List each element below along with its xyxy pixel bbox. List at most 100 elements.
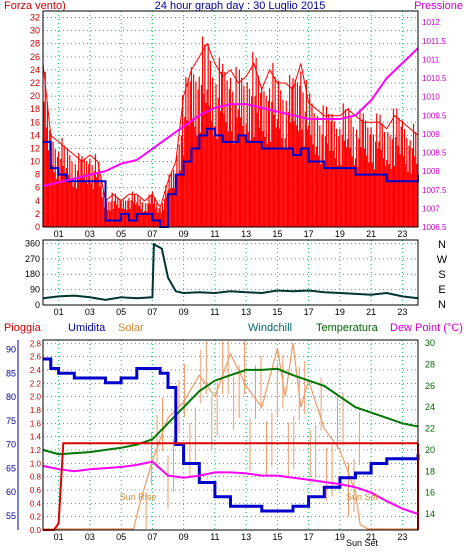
rain-ytick-0.8: 0.8	[30, 473, 42, 482]
pressure-axis-title: Pressione	[414, 0, 463, 12]
series-humidity	[43, 357, 420, 513]
series-gust	[42, 36, 418, 227]
rain-ytick-1.8: 1.8	[30, 406, 42, 415]
wind-xtick-09: 09	[179, 229, 189, 239]
rain-ytick-2: 2.0	[30, 393, 42, 402]
legend-label-4: Temperatura	[316, 322, 379, 334]
temp-ytick-22: 22	[425, 424, 435, 434]
temp-ytick-14: 14	[425, 509, 435, 519]
humidity-ytick-60: 60	[6, 487, 16, 497]
weather-xtick-07: 07	[147, 532, 157, 542]
series-wind	[43, 127, 419, 228]
direction-xtick-05: 05	[116, 307, 126, 317]
temp-ytick-20: 20	[425, 445, 435, 455]
series-pressure	[42, 47, 419, 187]
wind-ytick-22: 22	[30, 78, 40, 88]
rain-ytick-1.6: 1.6	[30, 419, 42, 428]
rain-ytick-1.2: 1.2	[30, 446, 42, 455]
direction-ytick-360: 360	[25, 238, 40, 248]
rain-ytick-2.8: 2.8	[30, 339, 42, 348]
wind-xtick-01: 01	[54, 229, 64, 239]
direction-xtick-01: 01	[54, 307, 64, 317]
rain-ytick-1.4: 1.4	[30, 433, 42, 442]
pressure-ytick-1008.5: 1008.5	[422, 149, 447, 158]
pressure-ytick-1007: 1007	[422, 204, 440, 213]
weather-xtick-09: 09	[179, 532, 189, 542]
weather-xtick-11: 11	[210, 532, 219, 542]
direction-ytick-0: 0	[35, 300, 40, 310]
wind-xtick-03: 03	[85, 229, 95, 239]
temp-ytick-30: 30	[425, 338, 435, 348]
wind-xtick-05: 05	[116, 229, 126, 239]
direction-ytick-90: 90	[30, 285, 40, 295]
series-solar	[43, 343, 418, 530]
pressure-ytick-1010: 1010	[422, 93, 440, 102]
pressure-ytick-1011: 1011	[422, 55, 440, 64]
weather-xtick-03: 03	[85, 532, 95, 542]
wind-ytick-8: 8	[35, 170, 40, 180]
direction-label-0: N	[438, 239, 446, 251]
wind-ytick-4: 4	[35, 196, 40, 206]
humidity-ytick-70: 70	[6, 440, 16, 450]
direction-xtick-07: 07	[147, 307, 157, 317]
pressure-ytick-1006.5: 1006.5	[422, 223, 447, 232]
weather-xtick-05: 05	[116, 532, 126, 542]
wind-ytick-32: 32	[30, 13, 40, 23]
wind-xtick-21: 21	[366, 229, 376, 239]
pressure-ytick-1010.5: 1010.5	[422, 74, 447, 83]
humidity-ytick-75: 75	[6, 416, 16, 426]
rain-ytick-2.2: 2.2	[30, 379, 42, 388]
pressure-ytick-1009: 1009	[422, 130, 440, 139]
temp-ytick-18: 18	[425, 466, 435, 476]
wind-xtick-07: 07	[147, 229, 157, 239]
temp-ytick-28: 28	[425, 360, 435, 370]
weather-xtick-23: 23	[397, 532, 407, 542]
wind-ytick-2: 2	[35, 209, 40, 219]
temp-ytick-24: 24	[425, 402, 435, 412]
wind-xtick-23: 23	[397, 229, 407, 239]
series-temperature	[42, 367, 419, 456]
rain-ytick-0.4: 0.4	[30, 499, 42, 508]
rain-ytick-0: 0.0	[30, 526, 42, 535]
wind-ytick-30: 30	[30, 26, 40, 36]
wind-ytick-28: 28	[30, 39, 40, 49]
wind-xtick-15: 15	[272, 229, 282, 239]
wind-ytick-24: 24	[30, 65, 40, 75]
weather-xtick-15: 15	[272, 532, 282, 542]
wind-ytick-6: 6	[35, 183, 40, 193]
annotation-sunrise: Sun Rise	[120, 492, 157, 502]
rain-ytick-2.4: 2.4	[30, 366, 42, 375]
weather-plot-frame	[42, 339, 419, 531]
wind-ytick-14: 14	[30, 130, 40, 140]
weather-xtick-19: 19	[335, 532, 345, 542]
legend-label-0: Pioggia	[4, 322, 42, 334]
direction-xtick-03: 03	[85, 307, 95, 317]
temp-ytick-16: 16	[425, 488, 435, 498]
direction-xtick-21: 21	[366, 307, 376, 317]
weather-xtick-21: 21	[366, 532, 376, 542]
rain-ytick-0.2: 0.2	[30, 513, 42, 522]
rain-ytick-0.6: 0.6	[30, 486, 42, 495]
graph-title: 24 hour graph day : 30 Luglio 2015	[155, 0, 326, 12]
direction-label-3: E	[438, 284, 445, 296]
direction-xtick-19: 19	[335, 307, 345, 317]
direction-label-2: S	[438, 269, 445, 281]
humidity-ytick-80: 80	[6, 392, 16, 402]
temp-ytick-26: 26	[425, 381, 435, 391]
annotation-sunset-axis: Sun Set	[346, 538, 379, 548]
pressure-ytick-1011.5: 1011.5	[422, 37, 446, 46]
wind-plot-frame	[42, 10, 419, 228]
wind-xtick-17: 17	[304, 229, 314, 239]
humidity-ytick-55: 55	[6, 511, 16, 521]
legend-label-2: Solar	[118, 322, 144, 334]
pressure-ytick-1012: 1012	[422, 18, 440, 27]
rain-ytick-1: 1.0	[30, 459, 42, 468]
weather-xtick-01: 01	[54, 532, 64, 542]
wind-axis-title: Forza vento)	[4, 0, 66, 12]
legend-label-5: Dew Point (°C)	[390, 322, 463, 334]
pressure-ytick-1008: 1008	[422, 167, 440, 176]
wind-xtick-11: 11	[210, 229, 219, 239]
direction-xtick-11: 11	[210, 307, 219, 317]
annotation-sunset: Sun Set	[346, 492, 379, 502]
